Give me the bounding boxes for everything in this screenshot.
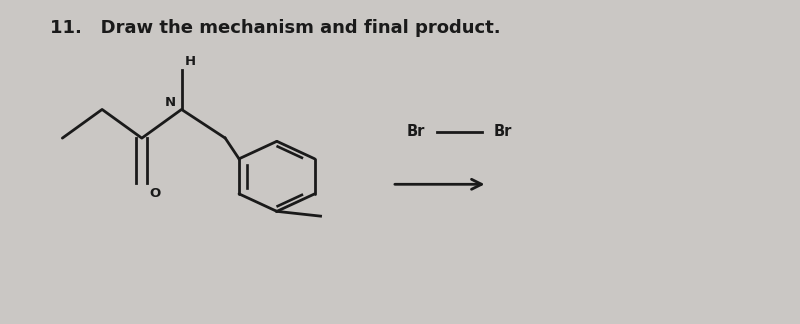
Text: 11.   Draw the mechanism and final product.: 11. Draw the mechanism and final product… xyxy=(50,19,501,37)
Text: H: H xyxy=(185,55,196,68)
Text: O: O xyxy=(150,187,161,200)
Text: N: N xyxy=(165,96,176,109)
Text: Br: Br xyxy=(494,124,512,139)
Text: Br: Br xyxy=(407,124,426,139)
